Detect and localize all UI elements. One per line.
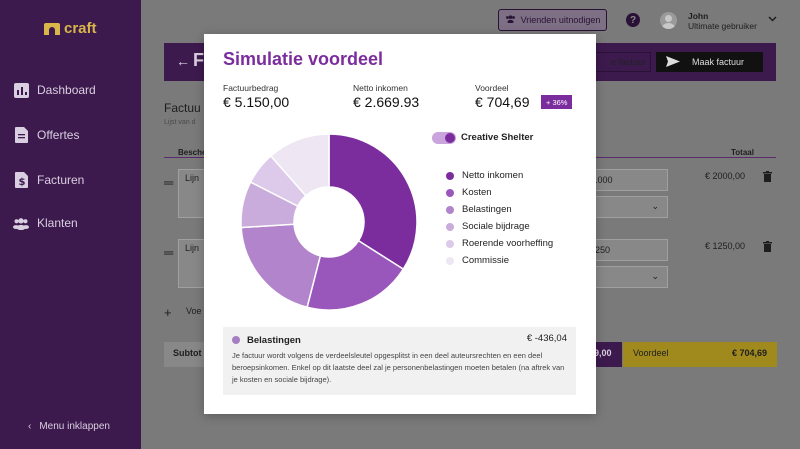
invite-friends-button[interactable]: Vrienden uitnodigen [498,9,607,31]
plus-icon[interactable]: + [164,305,172,320]
line-type-select[interactable]: ⌄ [590,196,668,218]
sidebar-item-offertes[interactable]: Offertes [13,127,79,143]
info-title: Belastingen [247,335,301,346]
line-amount-input[interactable]: 250 [590,239,668,261]
legend-label: Roerende voorheffing [462,238,554,249]
create-invoice-button[interactable]: Maak factuur [656,52,763,72]
secondary-invoice-button[interactable]: e factuur [595,52,651,72]
modal-title: Simulatie voordeel [223,49,384,69]
drag-handle-icon[interactable]: ═ [164,175,174,190]
legend-item[interactable]: Commissie [446,255,509,266]
invoice-icon: $ [13,172,29,188]
stat-label: Netto inkomen [353,83,408,93]
add-line-button[interactable]: Voe [186,306,202,316]
stat-label: Factuurbedrag [223,83,279,93]
craft-logo-icon [44,22,60,35]
section-title: Factuu [164,101,201,115]
back-arrow-icon[interactable]: ← [176,53,190,69]
legend-dot [446,188,454,197]
chevron-down-icon: ⌄ [651,271,659,281]
legend-dot [446,256,454,265]
logo-text: craft [64,20,97,37]
benefit-label: Voordeel [633,348,669,358]
toggle-label: Creative Shelter [461,132,534,143]
users-icon [505,15,516,25]
legend-label: Belastingen [462,204,512,215]
sidebar-item-label: Dashboard [37,83,96,97]
chart-icon [13,82,29,98]
line-type-select[interactable]: ⌄ [590,266,668,288]
legend-item[interactable]: Belastingen [446,204,512,215]
sidebar-item-facturen[interactable]: $ Facturen [13,172,84,188]
subtotal-label: Subtot [164,342,204,367]
chevron-down-icon[interactable] [768,14,777,24]
chevron-down-icon: ⌄ [651,201,659,211]
stat-value: € 5.150,00 [223,94,290,110]
collapse-menu-button[interactable]: ‹ Menu inklappen [28,421,110,432]
info-dot [232,336,240,344]
stat-value: € 704,69 [475,94,530,110]
invite-friends-label: Vrienden uitnodigen [520,15,601,25]
simulation-modal: Simulatie voordeel Factuurbedrag € 5.150… [204,34,596,414]
info-text: Je factuur wordt volgens de verdeelsleut… [232,351,565,384]
legend-item[interactable]: Roerende voorheffing [446,238,553,249]
donut-slice-commissie[interactable] [269,133,330,197]
legend-label: Kosten [462,187,492,198]
row-total: € 1250,00 [705,241,746,251]
donut-slice-netto-inkomen[interactable] [328,133,418,271]
legend-dot [446,239,454,248]
row-total: € 2000,00 [705,171,746,181]
stat-label: Voordeel [475,83,509,93]
legend-label: Netto inkomen [462,170,524,181]
create-invoice-label: Maak factuur [692,57,745,67]
donut-chart[interactable] [234,127,424,317]
send-icon [666,55,680,69]
help-icon[interactable]: ? [626,13,640,27]
column-header-description: Besche [178,148,207,157]
stat-value: € 2.669.93 [353,94,420,110]
sidebar-item-label: Klanten [37,216,78,230]
donut-slice-belastingen[interactable] [240,223,322,309]
legend-dot [446,222,454,231]
trash-icon[interactable] [763,241,772,254]
user-name: John [688,11,709,21]
info-panel: Belastingen € -436,04 Je factuur wordt v… [223,327,576,395]
document-icon [13,127,29,143]
sidebar-item-dashboard[interactable]: Dashboard [13,82,96,98]
svg-text:$: $ [18,177,25,188]
legend-dot [446,171,454,180]
donut-slice-kosten[interactable] [306,239,405,311]
avatar[interactable] [660,12,677,29]
info-amount: € -436,04 [526,333,567,344]
logo[interactable]: craft [44,20,97,37]
sidebar-item-klanten[interactable]: Klanten [13,215,78,231]
sidebar: craft Dashboard Offertes $ Facturen Klan… [0,0,141,449]
legend-dot [446,205,454,214]
legend-item[interactable]: Netto inkomen [446,170,523,181]
column-header-total: Totaal [731,148,754,157]
creative-shelter-toggle[interactable] [432,132,456,144]
sidebar-item-label: Facturen [37,173,85,187]
collapse-menu-label: Menu inklappen [39,421,110,432]
trash-icon[interactable] [763,171,772,184]
benefit-value: € 704,69 [731,348,767,358]
users-icon [13,215,29,231]
legend-label: Sociale bijdrage [462,221,530,232]
user-role: Ultimate gebruiker [688,21,757,31]
percentage-badge: + 36% [541,95,573,109]
chevron-left-icon: ‹ [28,421,32,432]
section-subtitle: Lijst van d [164,119,196,126]
drag-handle-icon[interactable]: ═ [164,245,174,260]
sidebar-item-label: Offertes [37,128,80,142]
line-description-input[interactable]: Lijn [178,239,208,288]
benefit-bar[interactable]: Voordeel € 704,69 [623,342,777,367]
line-amount-input[interactable]: .000 [590,169,668,191]
legend-item[interactable]: Sociale bijdrage [446,221,530,232]
legend-label: Commissie [462,255,509,266]
legend-item[interactable]: Kosten [446,187,492,198]
